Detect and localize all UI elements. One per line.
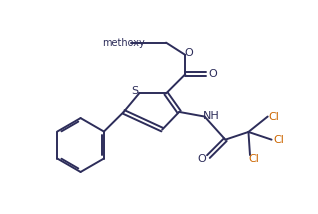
Text: methoxy: methoxy [102, 38, 145, 48]
Text: O: O [185, 48, 194, 58]
Text: O: O [197, 154, 206, 164]
Text: Cl: Cl [268, 111, 279, 122]
Text: O: O [208, 69, 217, 79]
Text: S: S [131, 86, 138, 96]
Text: Cl: Cl [248, 154, 259, 164]
Text: NH: NH [203, 111, 220, 121]
Text: Cl: Cl [273, 135, 284, 145]
